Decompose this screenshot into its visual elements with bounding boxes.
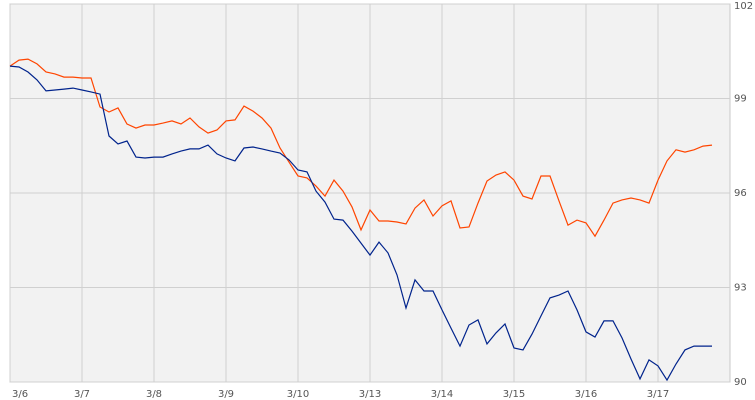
x-tick-label: 3/7 [74, 389, 90, 400]
x-tick-label: 3/10 [287, 389, 309, 400]
x-tick-label: 3/6 [12, 389, 28, 400]
y-tick-label: 93 [734, 283, 747, 294]
x-tick-label: 3/16 [575, 389, 597, 400]
x-tick-label: 3/17 [647, 389, 669, 400]
y-tick-label: 102 [734, 1, 753, 12]
x-tick-label: 3/14 [431, 389, 453, 400]
x-tick-label: 3/13 [359, 389, 381, 400]
series-line [9, 58, 713, 238]
y-tick-label: 96 [734, 188, 747, 199]
x-tick-label: 3/9 [218, 389, 234, 400]
y-tick-label: 90 [734, 377, 747, 388]
y-tick-label: 99 [734, 94, 747, 105]
series-line [9, 65, 712, 382]
x-tick-label: 3/15 [503, 389, 525, 400]
x-tick-label: 3/8 [146, 389, 162, 400]
